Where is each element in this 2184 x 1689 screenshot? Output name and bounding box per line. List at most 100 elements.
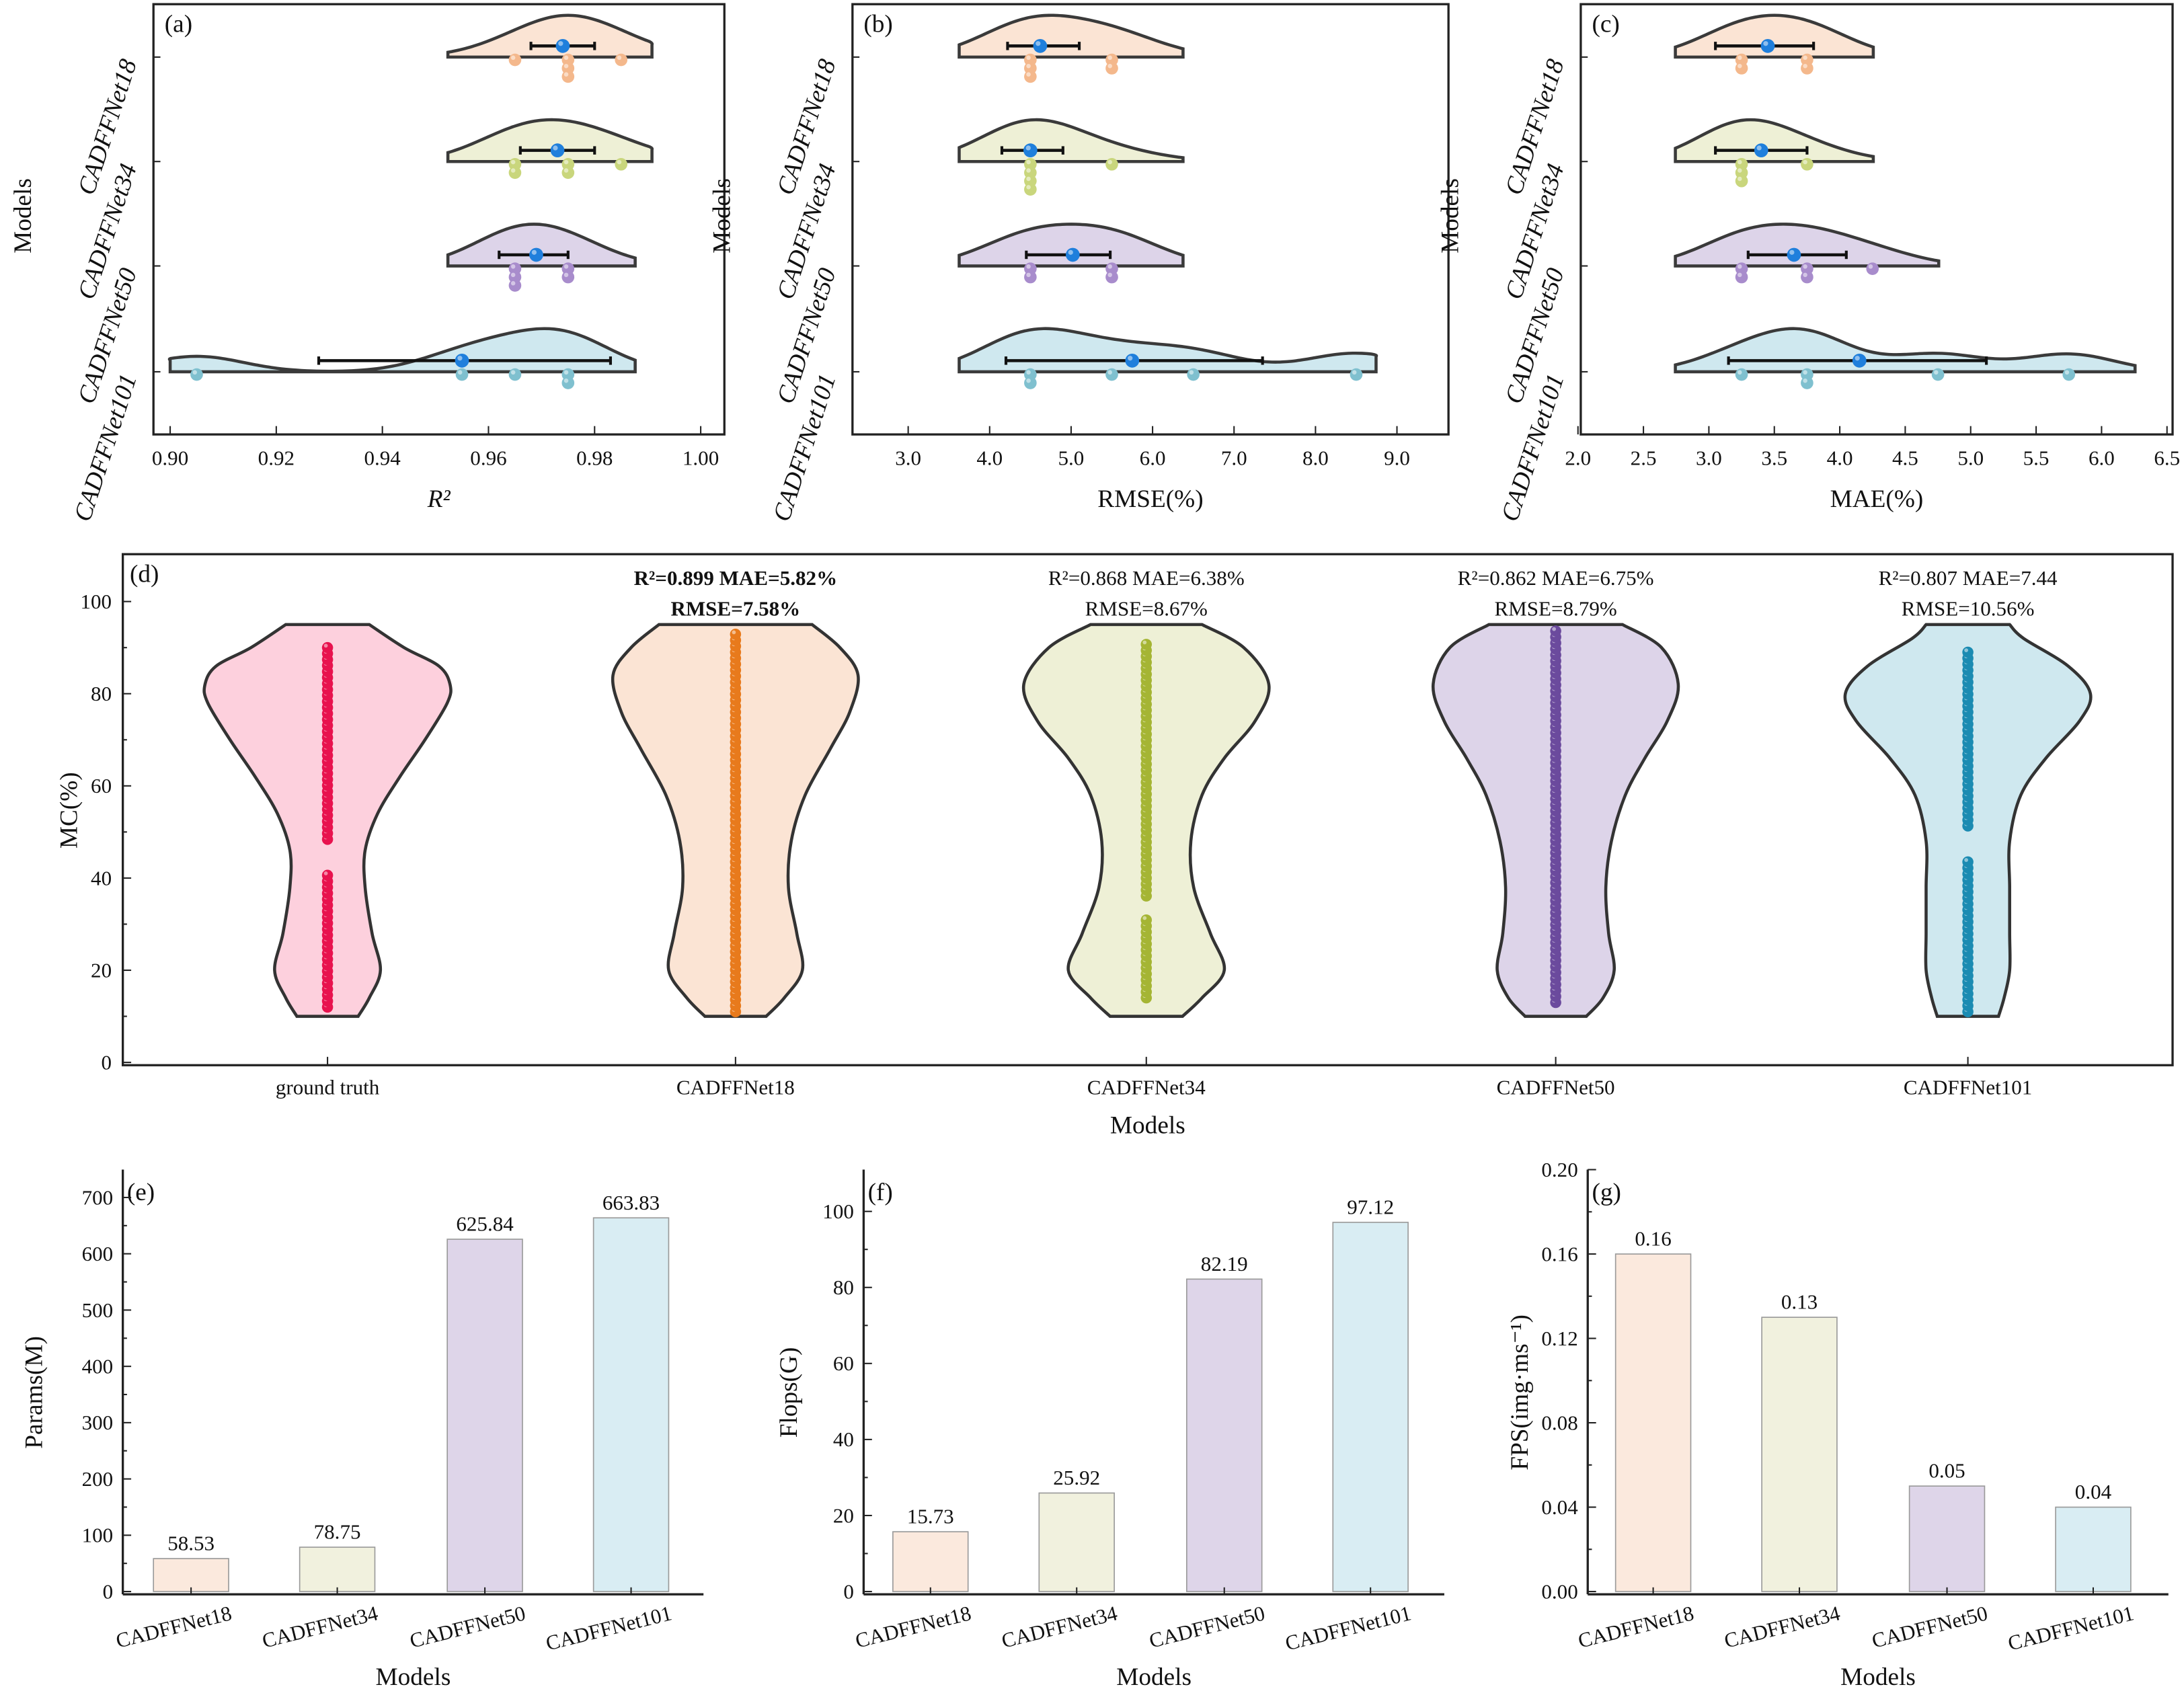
density-curve bbox=[167, 327, 637, 374]
data-point-highlight bbox=[510, 159, 516, 165]
data-point-highlight bbox=[1142, 916, 1147, 920]
density-curve bbox=[1674, 223, 1941, 268]
x-tick-label: CADFFNet34 bbox=[260, 1601, 381, 1653]
data-point bbox=[1735, 368, 1748, 381]
x-axis-label: R² bbox=[427, 485, 451, 513]
violin-CADFFNet34: CADFFNet34 R²=0.868 MAE=6.38% RMSE=8.67% bbox=[1021, 566, 1271, 1099]
violin-CADFFNet101: CADFFNet101 R²=0.807 MAE=7.44 RMSE=10.56% bbox=[1843, 566, 2093, 1099]
y-axis-label: Params(M) bbox=[21, 1336, 48, 1449]
data-point bbox=[508, 53, 522, 67]
mean-point bbox=[455, 354, 469, 368]
data-point bbox=[508, 166, 522, 180]
y-tick-label: 0.08 bbox=[1541, 1411, 1577, 1434]
data-point-highlight bbox=[563, 272, 569, 278]
data-point bbox=[1801, 62, 1814, 75]
panel-d: (d) 0 20 40 60 80 100 MC(%) Models ground truth CA… bbox=[55, 553, 2174, 1140]
mean-point-highlight bbox=[1128, 356, 1133, 361]
data-point-highlight bbox=[563, 264, 569, 269]
data-point bbox=[561, 166, 575, 180]
metrics-annotation: R²=0.899 MAE=5.82% bbox=[634, 566, 838, 590]
x-tick-label: ground truth bbox=[276, 1076, 380, 1099]
data-point-highlight bbox=[323, 643, 328, 648]
data-point-highlight bbox=[1738, 159, 1742, 165]
panel-c: (c) 2.0 2.5 3.0 3.5 4.0 4.5 5.0 5.5 6.0 6.5 MAE(%) M… bbox=[1437, 3, 2180, 525]
bar-value-label: 82.19 bbox=[1201, 1252, 1248, 1275]
bar-value-label: 25.92 bbox=[1053, 1466, 1100, 1489]
data-point-highlight bbox=[563, 370, 569, 375]
panel-e: (e) 0 100 200 300 400 500 600 700 Params(M) Models… bbox=[21, 1169, 704, 1689]
rmse-annotation: RMSE=7.58% bbox=[670, 596, 800, 620]
mean-point bbox=[1066, 247, 1080, 262]
data-point bbox=[730, 629, 742, 640]
data-point bbox=[561, 70, 575, 83]
data-point bbox=[2062, 368, 2076, 381]
data-point-highlight bbox=[510, 370, 516, 375]
data-point bbox=[1105, 62, 1118, 75]
metrics-annotation: R²=0.807 MAE=7.44 bbox=[1879, 566, 2058, 590]
y-tick-label: 700 bbox=[82, 1185, 114, 1209]
data-point bbox=[1550, 625, 1561, 637]
data-point bbox=[508, 279, 522, 292]
data-point-highlight bbox=[1738, 370, 1742, 375]
data-point-highlight bbox=[1026, 176, 1031, 182]
x-tick-label: CADFFNet34 bbox=[999, 1601, 1120, 1653]
y-tick-label: 0 bbox=[102, 1050, 112, 1074]
data-point bbox=[1801, 270, 1814, 284]
data-point-highlight bbox=[1803, 159, 1807, 165]
plot-frame bbox=[1580, 3, 2174, 436]
x-axis-label: Models bbox=[1116, 1663, 1192, 1689]
x-tick-label: 6.0 bbox=[1140, 446, 1166, 470]
y-tick-label: 0.20 bbox=[1541, 1158, 1577, 1181]
data-point-highlight bbox=[1026, 185, 1031, 190]
bar-value-label: 0.04 bbox=[2075, 1480, 2112, 1503]
x-tick-label: CADFFNet18 bbox=[114, 1601, 234, 1653]
data-point-highlight bbox=[563, 159, 569, 165]
mean-point bbox=[529, 247, 543, 262]
rmse-annotation: RMSE=8.67% bbox=[1085, 596, 1208, 620]
x-axis-label: MAE(%) bbox=[1830, 485, 1924, 513]
x-axis-label: RMSE(%) bbox=[1097, 485, 1203, 513]
data-point bbox=[1024, 183, 1037, 196]
panel-f: (f) 0 20 40 60 80 100 Flops(G) Models 15.73 CADFFN… bbox=[775, 1169, 1444, 1689]
bar-value-label: 625.84 bbox=[456, 1212, 514, 1236]
data-point bbox=[561, 270, 575, 284]
plot-frame bbox=[851, 3, 1450, 436]
rmse-annotation: RMSE=8.79% bbox=[1494, 596, 1616, 620]
mean-point bbox=[550, 143, 565, 158]
x-tick-label: 6.5 bbox=[2154, 446, 2180, 470]
data-point-highlight bbox=[1026, 264, 1031, 269]
y-tick-label: 20 bbox=[91, 958, 112, 982]
y-tick-label: 0 bbox=[103, 1579, 114, 1603]
data-point bbox=[1735, 174, 1748, 188]
data-point-highlight bbox=[1107, 55, 1112, 61]
data-point bbox=[1105, 158, 1118, 171]
data-point-highlight bbox=[1107, 272, 1112, 278]
x-tick-label: CADFFNet50 bbox=[1146, 1601, 1267, 1653]
data-point-highlight bbox=[2064, 370, 2070, 375]
y-tick-label: 100 bbox=[822, 1200, 854, 1223]
x-tick-label: 9.0 bbox=[1384, 446, 1410, 470]
data-point-highlight bbox=[457, 370, 463, 375]
y-tick-label: 200 bbox=[82, 1467, 114, 1491]
metrics-annotation: R²=0.862 MAE=6.75% bbox=[1458, 566, 1654, 590]
data-point bbox=[1105, 368, 1118, 381]
x-tick-label: CADFFNet101 bbox=[1904, 1076, 2032, 1099]
data-point-highlight bbox=[1107, 264, 1112, 269]
data-point bbox=[1024, 270, 1037, 284]
x-tick-label: 2.0 bbox=[1565, 446, 1591, 470]
data-point-highlight bbox=[1738, 176, 1742, 182]
density-curve bbox=[446, 13, 654, 59]
plot-frame bbox=[121, 553, 2174, 1066]
mean-point-highlight bbox=[1763, 41, 1768, 46]
data-point-highlight bbox=[1142, 640, 1147, 645]
x-tick-label: 3.5 bbox=[1761, 446, 1787, 470]
data-point-highlight bbox=[1552, 627, 1557, 631]
mean-point bbox=[1125, 354, 1140, 368]
x-axis-label: Models bbox=[1840, 1663, 1916, 1689]
data-point-highlight bbox=[1738, 264, 1742, 269]
x-tick-label: CADFFNet101 bbox=[2006, 1601, 2136, 1655]
panel-label: (e) bbox=[127, 1179, 155, 1206]
violin-CADFFNet18: CADFFNet18 R²=0.899 MAE=5.82% RMSE=7.58% bbox=[611, 566, 860, 1099]
x-axis-label: Models bbox=[376, 1663, 451, 1689]
